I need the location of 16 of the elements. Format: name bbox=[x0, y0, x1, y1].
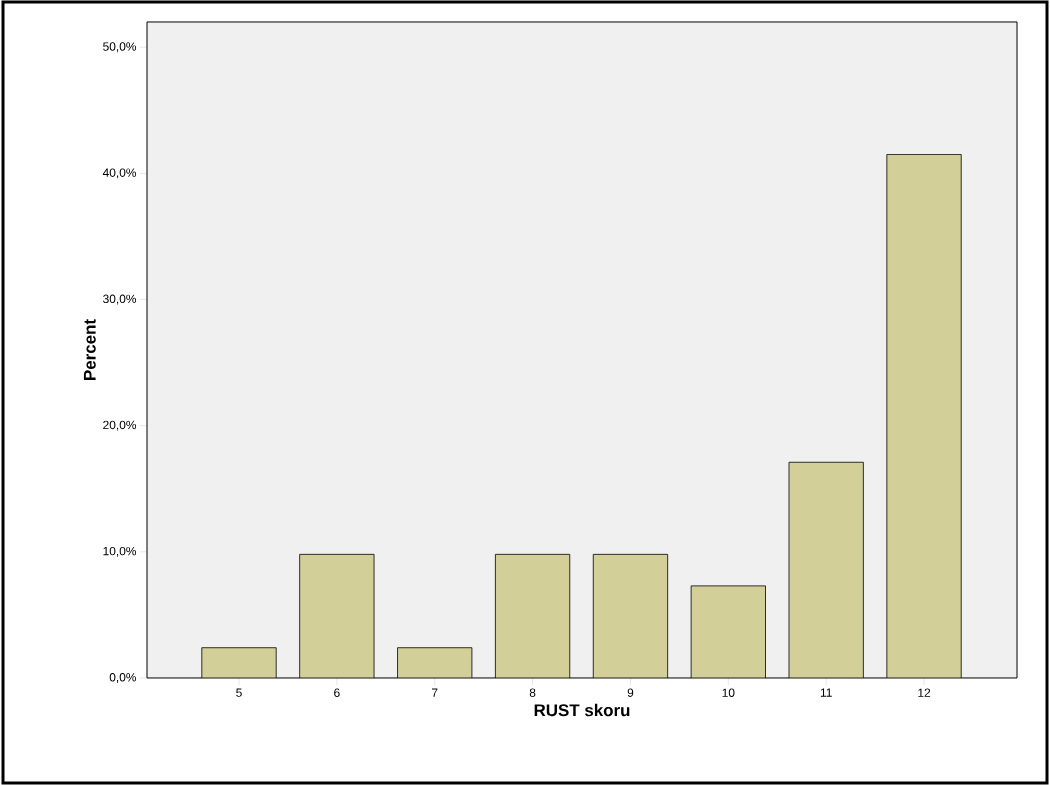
x-tick-label: 7 bbox=[432, 688, 438, 697]
x-tick-label: 5 bbox=[236, 688, 242, 697]
x-tick-label: 12 bbox=[918, 688, 931, 697]
y-tick-label: 50,0% bbox=[103, 42, 137, 53]
y-tick-label: 10,0% bbox=[103, 546, 137, 557]
y-tick-label: 30,0% bbox=[103, 294, 137, 305]
x-tick-label: 8 bbox=[529, 688, 536, 697]
y-axis-title: Percent bbox=[83, 319, 96, 380]
x-tick-label: 11 bbox=[820, 688, 832, 697]
x-axis-title: RUST skoru bbox=[534, 703, 630, 717]
y-tick-label: 20,0% bbox=[103, 420, 137, 431]
y-tick-label: 0,0% bbox=[109, 673, 137, 683]
x-tick-label: 10 bbox=[722, 688, 735, 697]
x-tick-label: 9 bbox=[627, 688, 634, 697]
y-tick-label: 40,0% bbox=[102, 168, 137, 179]
x-tick-label: 6 bbox=[334, 688, 340, 697]
